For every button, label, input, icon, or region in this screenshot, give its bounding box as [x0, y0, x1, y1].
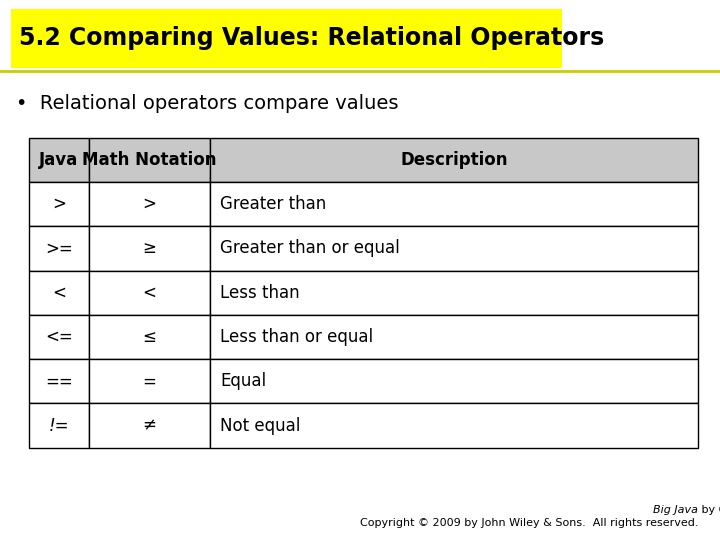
- Text: Math Notation: Math Notation: [82, 151, 217, 169]
- Text: •  Relational operators compare values: • Relational operators compare values: [16, 94, 398, 113]
- Text: !=: !=: [49, 416, 69, 435]
- Text: Equal: Equal: [220, 372, 266, 390]
- Text: >=: >=: [45, 239, 73, 258]
- Text: <: <: [143, 284, 156, 302]
- Text: <=: <=: [45, 328, 73, 346]
- Text: Greater than: Greater than: [220, 195, 327, 213]
- Text: >: >: [52, 195, 66, 213]
- Text: Less than or equal: Less than or equal: [220, 328, 374, 346]
- Text: ≥: ≥: [143, 239, 156, 258]
- Text: ≠: ≠: [143, 416, 156, 435]
- Text: Not equal: Not equal: [220, 416, 301, 435]
- Text: Greater than or equal: Greater than or equal: [220, 239, 400, 258]
- Text: ≤: ≤: [143, 328, 156, 346]
- Text: Java: Java: [40, 151, 78, 169]
- Text: =: =: [143, 372, 156, 390]
- Text: ==: ==: [45, 372, 73, 390]
- Text: by Cay Horstmann: by Cay Horstmann: [698, 505, 720, 515]
- Text: Copyright © 2009 by John Wiley & Sons.  All rights reserved.: Copyright © 2009 by John Wiley & Sons. A…: [360, 518, 698, 528]
- Text: Big Java: Big Java: [654, 505, 698, 515]
- Text: 5.2 Comparing Values: Relational Operators: 5.2 Comparing Values: Relational Operato…: [19, 26, 605, 50]
- Text: Big Java by Cay Horstmann: Big Java by Cay Horstmann: [546, 505, 698, 515]
- Text: <: <: [52, 284, 66, 302]
- Text: Less than: Less than: [220, 284, 300, 302]
- Text: Description: Description: [400, 151, 508, 169]
- Text: >: >: [143, 195, 156, 213]
